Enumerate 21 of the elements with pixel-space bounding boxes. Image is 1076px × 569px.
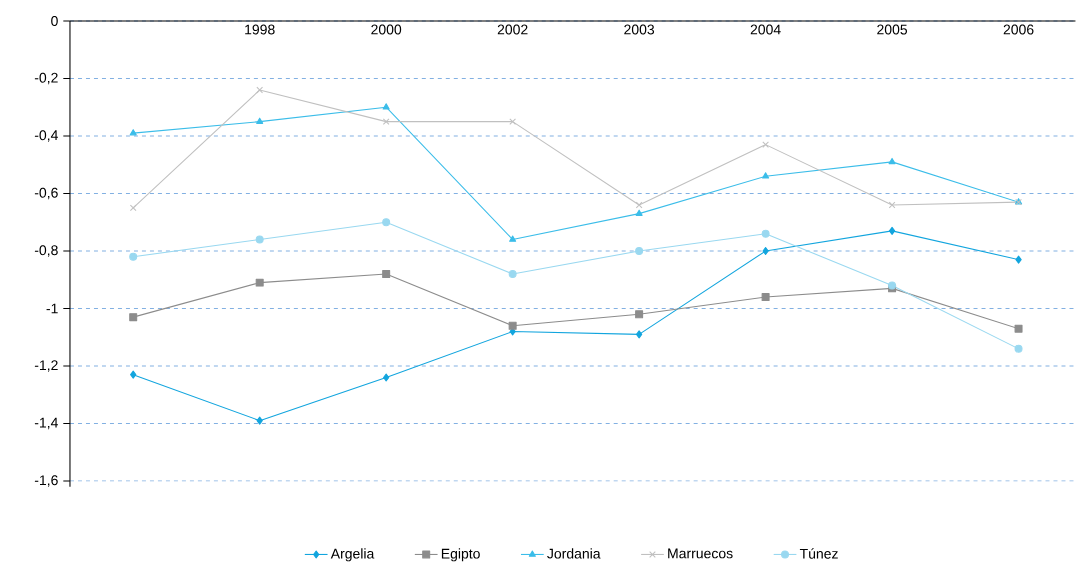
- y-tick-label: -0,6: [34, 187, 58, 200]
- x-tick-label: 1998: [245, 24, 275, 35]
- y-tick-label: -0,8: [34, 245, 58, 257]
- legend-label: Jordania: [547, 548, 601, 559]
- legend-label: Egipto: [441, 548, 480, 562]
- y-tick-label: -1,2: [34, 360, 58, 372]
- x-tick-label: 2006: [1003, 24, 1034, 35]
- y-tick-label: 0: [51, 16, 58, 27]
- x-tick-label: 2005: [877, 24, 908, 35]
- x-tick-label: 2004: [750, 24, 781, 35]
- y-tick-label: -1,4: [34, 417, 58, 430]
- x-tick-label: 2002: [497, 24, 528, 35]
- legend-label: Argelia: [330, 548, 375, 562]
- y-tick-label: -1: [46, 303, 58, 314]
- y-tick-label: -0,2: [34, 72, 58, 85]
- legend-label: Túnez: [799, 548, 838, 559]
- y-tick-label: -1,6: [34, 475, 58, 487]
- x-tick-label: 2000: [371, 24, 402, 35]
- x-tick-label: 2003: [624, 24, 655, 35]
- y-tick-label: -0,4: [34, 130, 58, 142]
- legend-label: Marruecos: [668, 548, 733, 559]
